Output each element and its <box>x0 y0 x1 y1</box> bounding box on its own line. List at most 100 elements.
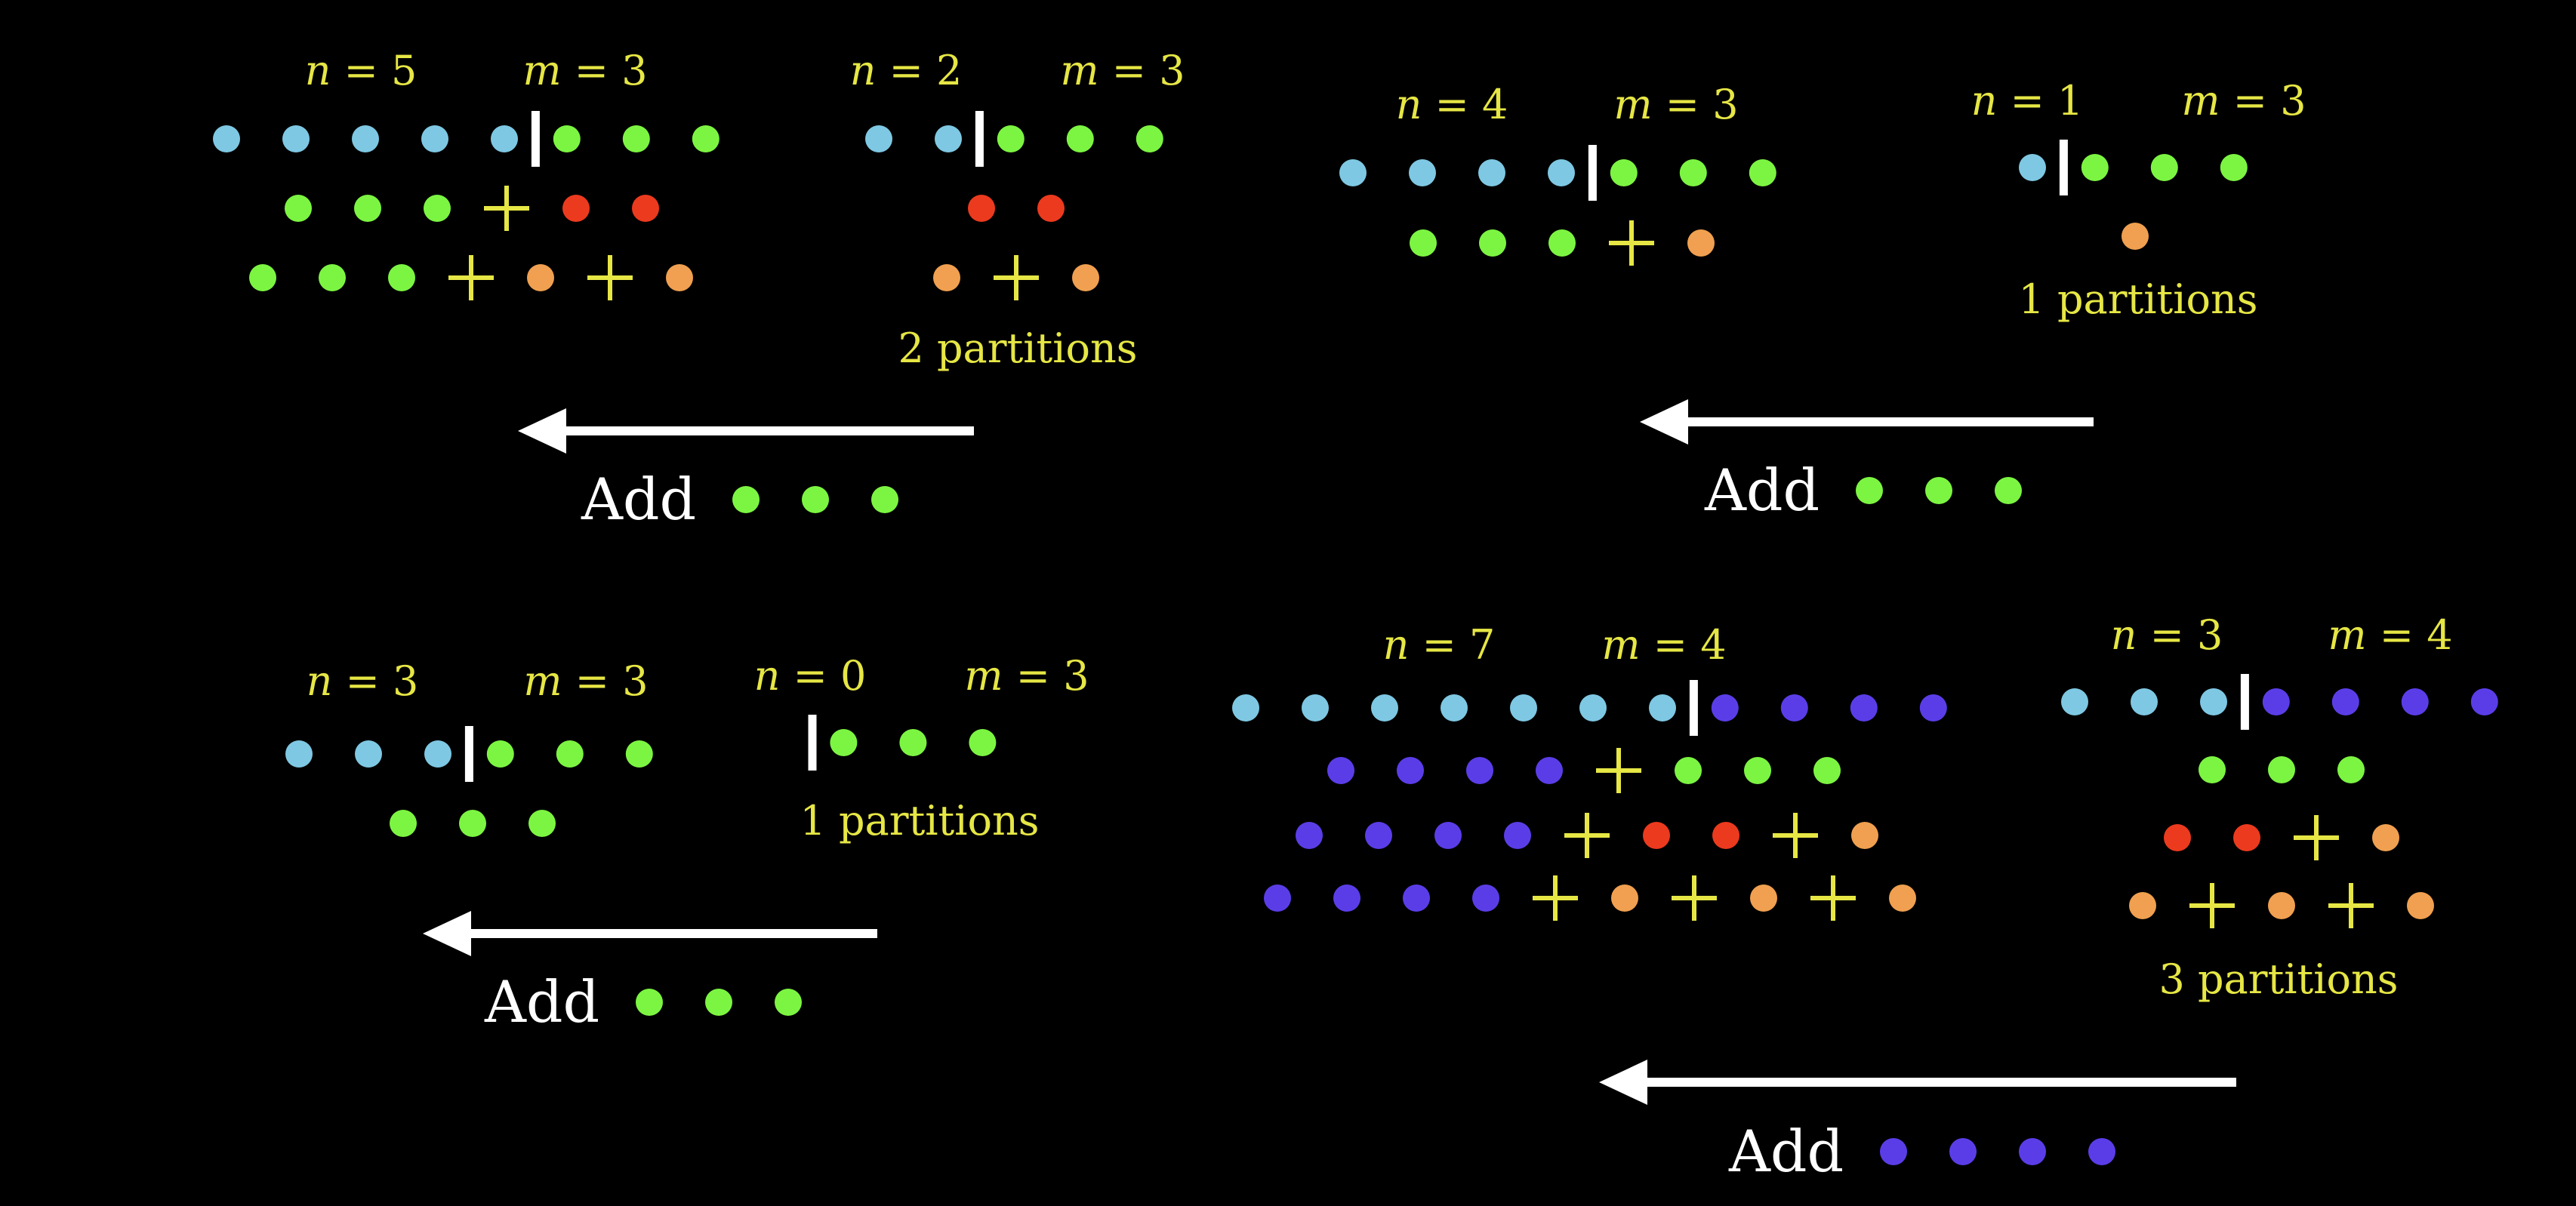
p4-left-r2-t8-orange-dot <box>1851 822 1878 849</box>
p4-left-r1-t5-green-dot <box>1675 757 1702 784</box>
dot-row <box>1264 875 1916 921</box>
p4-left-r1-t1-purple-dot <box>1397 757 1424 784</box>
p4-left-r0-t4-blue-dot <box>1510 694 1537 721</box>
panel-1: n = 5 m = 3 n = 2 m = 3 2 partitions Add <box>213 47 1185 533</box>
p4-left-r3-t8-plus-sign <box>1810 875 1856 921</box>
p4-left-r1-t4-plus-sign <box>1596 748 1641 793</box>
panel-3-left-group: n = 3 m = 3 <box>285 657 653 837</box>
p1-left-r0-t4-blue-dot <box>491 125 518 152</box>
p1-left-r2-t1-green-dot <box>319 264 346 291</box>
p1-right-r0-t1-blue-dot <box>935 125 962 152</box>
panel-4: n = 7 m = 4 n = 3 m = 4 3 partitions Add <box>1232 611 2498 1185</box>
p2-left-r0-t7-green-dot <box>1749 159 1776 186</box>
dot-row <box>1410 220 1715 266</box>
dot-row <box>968 195 1065 222</box>
p3-left-r0-t3-divider-bar <box>464 726 473 782</box>
p2-left-r1-t0-green-dot <box>1410 229 1437 257</box>
panel-1-right-group: n = 2 m = 3 2 partitions <box>850 47 1185 372</box>
partitions-count: 1 partitions <box>2018 275 2257 323</box>
m-label: m = 3 <box>964 652 1089 700</box>
p3-right-r0-t2-green-dot <box>899 729 927 756</box>
p1-right-r0-t3-green-dot <box>997 125 1025 152</box>
p1-left-r2-t2-green-dot <box>388 264 415 291</box>
p2-left-r1-t4-orange-dot <box>1687 229 1715 257</box>
add-row-green-dot <box>1995 477 2022 504</box>
p2-left-r0-t5-green-dot <box>1610 159 1638 186</box>
p4-right-r1-t1-green-dot <box>2268 756 2295 783</box>
partitions-count: 2 partitions <box>898 325 1137 372</box>
panel-1-left-group: n = 5 m = 3 <box>213 47 719 300</box>
add-row-green-dot <box>871 486 898 513</box>
add-row-label: Add <box>1704 457 1820 524</box>
add-row-green-dot <box>775 989 802 1016</box>
p1-left-r0-t8-green-dot <box>692 125 719 152</box>
p2-left-r0-t0-blue-dot <box>1339 159 1367 186</box>
p4-left-r0-t9-purple-dot <box>1780 694 1808 721</box>
p4-right-r1-t0-green-dot <box>2199 756 2226 783</box>
dot-row <box>933 255 1099 300</box>
p4-left-r3-t1-purple-dot <box>1333 885 1360 912</box>
p2-left-r0-t2-blue-dot <box>1478 159 1505 186</box>
p1-left-r2-t3-plus-sign <box>448 255 494 300</box>
p2-right-r0-t3-green-dot <box>2150 154 2178 181</box>
p4-left-r0-t1-blue-dot <box>1302 694 1329 721</box>
panel-3-right-group: n = 0 m = 3 1 partitions <box>754 652 1089 845</box>
dot-row <box>2061 674 2498 730</box>
m-label: m = 4 <box>1601 621 1726 669</box>
p4-right-r0-t7-purple-dot <box>2470 688 2498 715</box>
dot-row <box>2199 756 2365 783</box>
add-row-label: Add <box>484 968 599 1035</box>
p4-left-r1-t0-purple-dot <box>1327 757 1354 784</box>
p4-left-r0-t7-divider-bar <box>1689 680 1698 736</box>
p4-right-r3-t0-orange-dot <box>2129 892 2156 919</box>
p2-right-r0-t0-blue-dot <box>2019 154 2046 181</box>
dot-row <box>1339 145 1776 201</box>
partitions-count: 3 partitions <box>2158 955 2398 1003</box>
p4-right-r3-t4-orange-dot <box>2407 892 2434 919</box>
p4-left-r0-t11-purple-dot <box>1919 694 1947 721</box>
p1-right-r2-t2-orange-dot <box>1072 264 1099 291</box>
p4-left-r1-t3-purple-dot <box>1536 757 1563 784</box>
p4-right-r0-t1-blue-dot <box>2131 688 2158 715</box>
p2-left-r1-t1-green-dot <box>1479 229 1506 257</box>
add-row-green-dot <box>1925 477 1952 504</box>
p1-right-r0-t2-divider-bar <box>975 111 984 167</box>
add-row-purple-dot <box>1880 1138 1907 1165</box>
add-row-purple-dot <box>2088 1138 2115 1165</box>
p1-right-r0-t0-blue-dot <box>865 125 892 152</box>
dot-row <box>865 111 1163 167</box>
add-row: Add <box>1728 1118 2115 1185</box>
panel-4-right-group: n = 3 m = 4 3 partitions <box>2061 611 2498 1003</box>
p2-right-r1-t0-orange-dot <box>2122 223 2149 250</box>
p4-left-r0-t6-blue-dot <box>1649 694 1676 721</box>
left-arrow-icon <box>518 408 974 454</box>
p4-right-r0-t6-purple-dot <box>2401 688 2429 715</box>
p1-left-r1-t2-green-dot <box>424 195 451 222</box>
p1-left-r2-t4-orange-dot <box>527 264 554 291</box>
p1-left-r1-t3-plus-sign <box>484 186 529 231</box>
p4-left-r1-t6-green-dot <box>1744 757 1771 784</box>
dot-row <box>249 255 693 300</box>
p4-left-r3-t5-orange-dot <box>1611 885 1638 912</box>
dot-row <box>390 810 556 837</box>
p3-left-r0-t1-blue-dot <box>355 740 382 768</box>
p4-left-r0-t5-blue-dot <box>1579 694 1607 721</box>
p4-left-r2-t3-purple-dot <box>1504 822 1531 849</box>
p1-left-r2-t6-orange-dot <box>666 264 693 291</box>
panel-2: n = 4 m = 3 n = 1 m = 3 1 partitions Add <box>1339 77 2306 524</box>
p4-right-r2-t0-red-dot <box>2164 824 2191 851</box>
p3-left-r0-t0-blue-dot <box>285 740 313 768</box>
p4-right-r0-t0-blue-dot <box>2061 688 2088 715</box>
panel-3: n = 3 m = 3 n = 0 m = 3 1 partitions Add <box>285 652 1089 1035</box>
add-row-purple-dot <box>1949 1138 1977 1165</box>
dot-row <box>2019 140 2248 195</box>
left-arrow-icon <box>423 911 877 956</box>
p1-left-r2-t5-plus-sign <box>587 255 633 300</box>
m-label: m = 3 <box>523 657 648 705</box>
p3-right-r0-t1-green-dot <box>830 729 858 756</box>
p4-right-r0-t3-divider-bar <box>2240 674 2249 730</box>
p2-right-r0-t2-green-dot <box>2081 154 2109 181</box>
n-label: n = 0 <box>754 652 867 700</box>
m-label: m = 3 <box>522 47 647 94</box>
